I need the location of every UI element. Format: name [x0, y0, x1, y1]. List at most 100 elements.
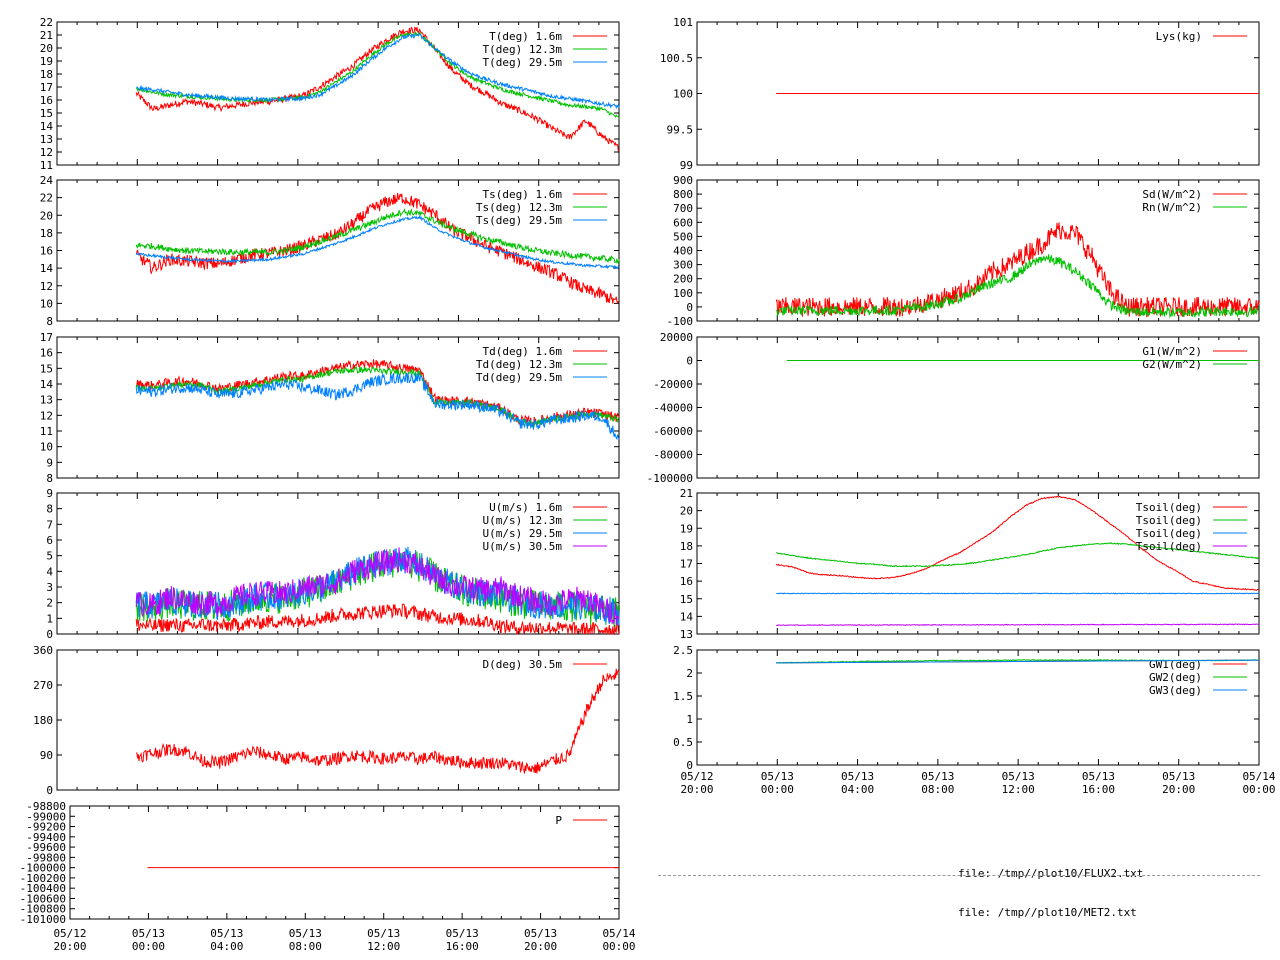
y-tick-label: 1.5	[673, 690, 693, 703]
x-tick-time: 00:00	[761, 783, 794, 796]
legend-label: Tsoil(deg)	[1136, 540, 1202, 553]
y-tick-label: 500	[673, 230, 693, 243]
y-tick-label: -40000	[653, 402, 693, 415]
x-tick-time: 16:00	[446, 940, 479, 953]
series-line	[135, 207, 620, 264]
y-tick-label: 22	[40, 16, 53, 29]
y-tick-label: 300	[673, 259, 693, 272]
y-tick-label: 700	[673, 202, 693, 215]
y-tick-label: -99400	[26, 831, 66, 844]
y-tick-label: 800	[673, 188, 693, 201]
y-tick-label: 900	[673, 174, 693, 187]
y-tick-label: 0.5	[673, 736, 693, 749]
x-tick-date: 05/13	[1082, 770, 1115, 783]
y-tick-label: -101000	[20, 913, 66, 926]
file-info: file: /tmp//plot10/FLUX2.txt file: /tmp/…	[958, 841, 1143, 932]
file-line-flux: file: /tmp//plot10/FLUX2.txt	[958, 867, 1144, 880]
x-tick-time: 00:00	[1242, 783, 1275, 796]
y-tick-label: -99000	[26, 810, 66, 823]
y-tick-label: -98800	[26, 800, 66, 813]
y-tick-label: 18	[40, 227, 53, 240]
y-tick-label: 15	[40, 362, 53, 375]
y-tick-label: 15	[40, 107, 53, 120]
x-tick-time: 20:00	[524, 940, 557, 953]
y-tick-label: 16	[40, 94, 53, 107]
series-line	[776, 542, 1259, 568]
y-tick-label: 16	[40, 245, 53, 258]
series-line	[776, 623, 1260, 627]
legend-label: Tsoil(deg)	[1136, 501, 1202, 514]
y-tick-label: -99200	[26, 821, 66, 834]
x-tick-date: 05/13	[289, 927, 322, 940]
y-tick-label: 5	[46, 550, 53, 563]
panel-pressure: -101000-100800-100600-100400-100200-1000…	[20, 800, 620, 926]
y-tick-label: 10	[40, 297, 53, 310]
legend-label: U(m/s) 1.6m	[489, 501, 562, 514]
y-tick-label: 8	[46, 503, 53, 516]
y-tick-label: 15	[680, 593, 693, 606]
legend-label: Sd(W/m^2)	[1142, 188, 1202, 201]
y-tick-label: 19	[40, 55, 53, 68]
x-tick-date: 05/13	[210, 927, 243, 940]
series-line	[135, 366, 620, 428]
y-tick-label: 360	[33, 644, 53, 657]
series-line	[135, 214, 620, 270]
y-tick-label: 22	[40, 192, 53, 205]
legend-label: Td(deg) 12.3m	[476, 358, 562, 371]
y-tick-label: 2.5	[673, 644, 693, 657]
y-tick-label: -60000	[653, 425, 693, 438]
legend-label: G1(W/m^2)	[1142, 345, 1202, 358]
series-line	[135, 193, 620, 305]
x-tick-time: 12:00	[1002, 783, 1035, 796]
panel-soil-temperature: 131415161718192021Tsoil(deg)Tsoil(deg)Ts…	[680, 487, 1260, 641]
x-tick-date: 05/13	[921, 770, 954, 783]
legend-label: Tsoil(deg)	[1136, 514, 1202, 527]
legend-label: Ts(deg) 29.5m	[476, 214, 562, 227]
y-tick-label: 18	[40, 68, 53, 81]
y-tick-label: 4	[46, 565, 53, 578]
y-tick-label: -100800	[20, 903, 66, 916]
series-line	[135, 603, 620, 636]
y-tick-label: 11	[40, 159, 53, 172]
legend-label: U(m/s) 29.5m	[483, 527, 563, 540]
x-tick-date: 05/13	[841, 770, 874, 783]
y-tick-label: 0	[686, 301, 693, 314]
legend-label: P	[555, 814, 562, 827]
y-tick-label: 14	[40, 378, 54, 391]
y-tick-label: 17	[680, 558, 693, 571]
y-tick-label: 20	[40, 42, 53, 55]
series-line	[135, 547, 620, 625]
series-line	[135, 372, 620, 441]
x-tick-time: 00:00	[132, 940, 165, 953]
y-tick-label: 13	[40, 394, 53, 407]
legend-label: GW1(deg)	[1149, 658, 1202, 671]
y-tick-label: -100000	[647, 472, 693, 485]
x-tick-date: 05/13	[1162, 770, 1195, 783]
y-tick-label: 0	[46, 628, 53, 641]
x-tick-date: 05/13	[524, 927, 557, 940]
y-tick-label: 100	[673, 287, 693, 300]
y-tick-label: -99600	[26, 841, 66, 854]
separator-line	[658, 875, 1260, 876]
x-tick-date: 05/13	[1002, 770, 1035, 783]
y-tick-label: 6	[46, 534, 53, 547]
y-tick-label: 200	[673, 273, 693, 286]
y-tick-label: 16	[680, 575, 693, 588]
legend-label: Lys(kg)	[1156, 30, 1202, 43]
series-line	[775, 222, 1260, 317]
y-tick-label: -80000	[653, 449, 693, 462]
y-tick-label: 14	[40, 262, 54, 275]
y-tick-label: 24	[40, 174, 54, 187]
y-tick-label: -100400	[20, 882, 66, 895]
y-tick-label: 12	[40, 280, 53, 293]
x-tick-time: 08:00	[289, 940, 322, 953]
y-tick-label: 180	[33, 714, 53, 727]
series-line	[136, 31, 620, 120]
y-tick-label: 2	[46, 597, 53, 610]
y-tick-label: 20	[680, 505, 693, 518]
y-tick-label: 12	[40, 409, 53, 422]
